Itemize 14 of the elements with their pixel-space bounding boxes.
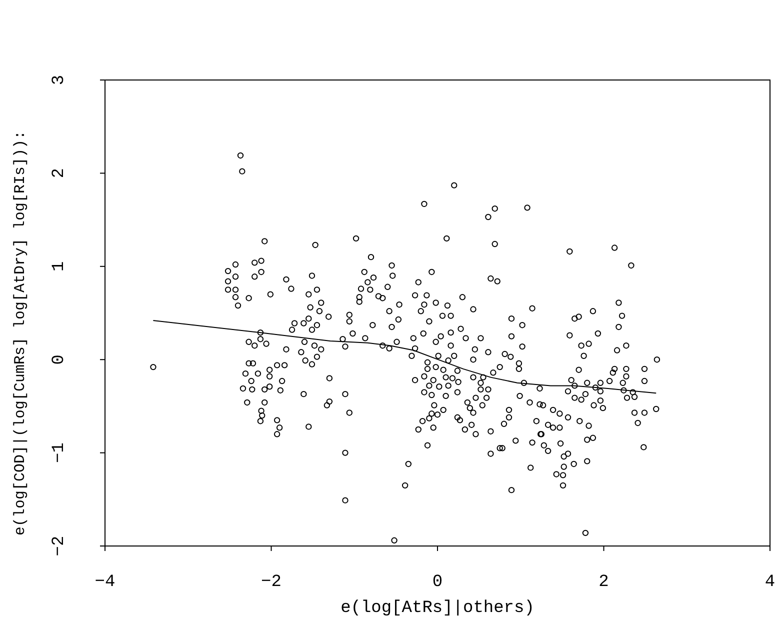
y-tick-label: 0 <box>50 354 69 365</box>
x-tick-label: 0 <box>432 573 443 592</box>
x-tick-label: 2 <box>598 573 609 592</box>
y-tick-label: 2 <box>50 168 69 178</box>
x-tick-label: −4 <box>94 573 116 592</box>
y-tick-label: 3 <box>50 74 69 86</box>
line-series <box>152 320 657 394</box>
y-axis-title: e(log[COD]|(log[CumRs] log[AtDry] log[RIs])): <box>12 130 29 536</box>
x-tick-label: 4 <box>764 573 776 592</box>
x-axis-title: e(log[AtRs]|others) <box>340 599 534 618</box>
y-tick-label: −1 <box>50 442 69 464</box>
y-tick-label: −2 <box>50 536 69 556</box>
y-tick-label: 1 <box>50 261 69 272</box>
x-tick-label: −2 <box>261 573 282 592</box>
